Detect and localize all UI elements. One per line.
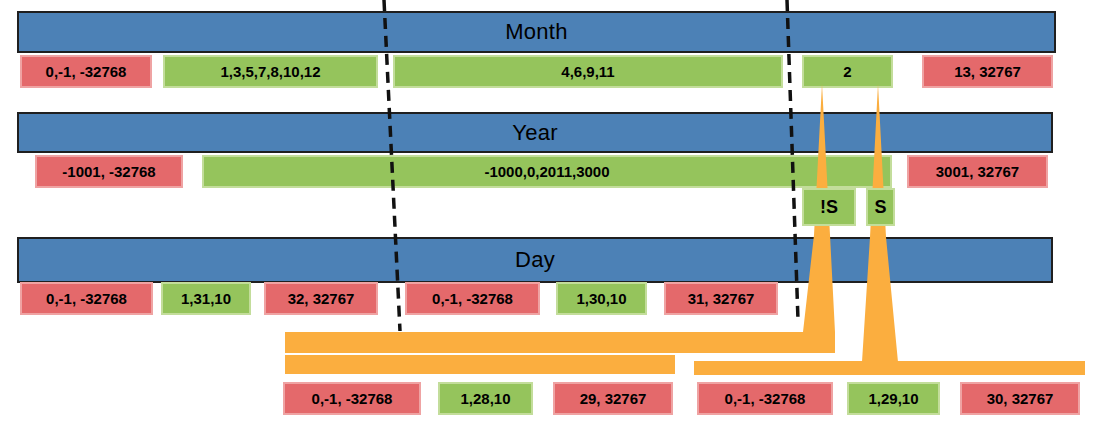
month-valid-partition-30day: 4,6,9,11 xyxy=(393,55,783,88)
month-valid-partition-31day: 1,3,5,7,8,10,12 xyxy=(163,55,378,88)
month-bar-title: Month xyxy=(505,19,568,45)
year-bar-title: Year xyxy=(512,120,558,146)
feb-nonleap-valid-partition: 1,28,10 xyxy=(438,382,533,415)
special-leap-marker: S xyxy=(866,188,895,226)
year-invalid-partition-high: 3001, 32767 xyxy=(907,155,1048,188)
equivalence-partition-diagram: Month Year Day 0,-1, -32768 1,3,5,7,8,10… xyxy=(0,0,1093,436)
month-invalid-partition-high: 13, 32767 xyxy=(922,55,1053,88)
day-invalid-partition-high-30: 31, 32767 xyxy=(664,282,778,315)
year-invalid-partition-low: -1001, -32768 xyxy=(35,155,183,188)
year-valid-partition: -1000,0,2011,3000 xyxy=(202,155,892,188)
feb-leap-valid-partition: 1,29,10 xyxy=(847,382,940,415)
month-range-bar: Month xyxy=(17,11,1056,53)
month-valid-partition-february: 2 xyxy=(802,55,893,88)
day-range-bar: Day xyxy=(17,237,1053,283)
feb-leap-invalid-partition-low: 0,-1, -32768 xyxy=(697,382,833,415)
feb-nonleap-axis-bar xyxy=(285,355,675,374)
day-valid-partition-31: 1,31,10 xyxy=(161,282,251,315)
day-bar-title: Day xyxy=(515,247,555,273)
day-invalid-partition-low-31: 0,-1, -32768 xyxy=(20,282,153,315)
feb-leap-invalid-partition-high: 30, 32767 xyxy=(960,382,1080,415)
feb-leap-axis-bar xyxy=(694,361,1085,375)
feb-nonleap-invalid-partition-high: 29, 32767 xyxy=(553,382,673,415)
month-invalid-partition: 0,-1, -32768 xyxy=(20,55,152,88)
feb-nonleap-connector-bar xyxy=(285,332,835,353)
day-invalid-partition-high-31: 32, 32767 xyxy=(264,282,378,315)
feb-nonleap-invalid-partition-low: 0,-1, -32768 xyxy=(283,382,421,415)
year-range-bar: Year xyxy=(17,112,1053,153)
day-invalid-partition-low-30: 0,-1, -32768 xyxy=(405,282,540,315)
day-valid-partition-30: 1,30,10 xyxy=(556,282,647,315)
not-special-leap-marker: !S xyxy=(802,188,856,226)
